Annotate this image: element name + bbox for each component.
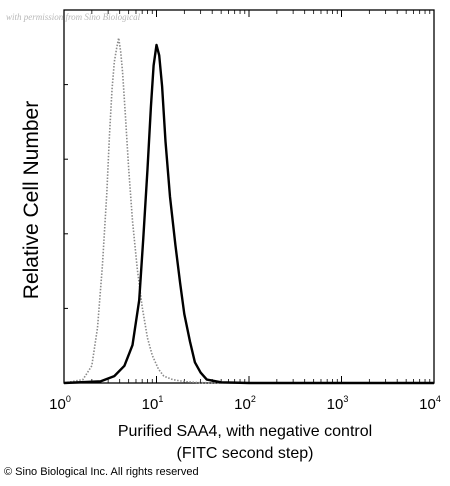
x-axis-label-line2: (FITC second step) — [177, 445, 314, 462]
x-tick-label: 104 — [419, 394, 441, 413]
x-tick-label: 103 — [327, 394, 349, 413]
plot-frame — [63, 9, 435, 384]
x-tick-label: 102 — [234, 394, 256, 413]
y-axis-label: Relative Cell Number — [20, 101, 43, 299]
x-tick-label: 101 — [142, 394, 164, 413]
x-axis-label-line1: Purified SAA4, with negative control — [118, 423, 372, 440]
watermark-text: with permission from Sino Biological — [6, 12, 141, 22]
series-saa4-line — [63, 43, 434, 385]
series-negative-control-line — [63, 37, 434, 384]
x-tick-label: 100 — [49, 394, 71, 413]
copyright-text: © Sino Biological Inc. All rights reserv… — [4, 466, 199, 478]
plot-area: 100 101 102 103 104 — [49, 9, 441, 413]
